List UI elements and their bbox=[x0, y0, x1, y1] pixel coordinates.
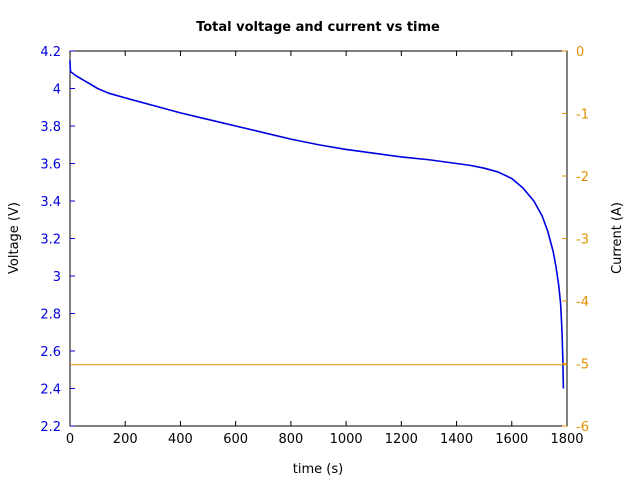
y-tick-label-right: -3 bbox=[576, 233, 589, 248]
y-tick-label-left: 4.2 bbox=[40, 45, 61, 60]
x-tick-label: 0 bbox=[66, 432, 74, 447]
x-tick-label: 600 bbox=[223, 432, 248, 447]
y-tick-label-left: 2.4 bbox=[40, 383, 61, 398]
x-tick-label: 1400 bbox=[440, 432, 473, 447]
y-tick-label-right: -6 bbox=[576, 420, 589, 435]
y-tick-label-left: 2.6 bbox=[40, 345, 61, 360]
y-axis-label-left: Voltage (V) bbox=[7, 202, 22, 274]
y-tick-label-left: 3.8 bbox=[40, 120, 61, 135]
x-tick-label: 1600 bbox=[495, 432, 528, 447]
y-tick-label-left: 3.2 bbox=[40, 233, 61, 248]
plot-frame bbox=[69, 50, 568, 427]
y-tick-label-left: 2.2 bbox=[40, 420, 61, 435]
y-tick-label-right: -1 bbox=[576, 108, 589, 123]
x-tick-label: 1000 bbox=[330, 432, 363, 447]
x-tick-label: 800 bbox=[278, 432, 303, 447]
y-tick-label-left: 3 bbox=[53, 270, 61, 285]
tick-layer: 0 200 400 600 800 1000 1200 1400 1600 1800 2.2 2.4 2… bbox=[40, 45, 589, 447]
y-tick-label-left: 2.8 bbox=[40, 308, 61, 323]
y-tick-label-right: -4 bbox=[576, 295, 589, 310]
y-tick-label-left: 3.4 bbox=[40, 195, 61, 210]
x-tick-label: 1800 bbox=[550, 432, 583, 447]
chart-title: Total voltage and current vs time bbox=[196, 20, 440, 35]
y-tick-label-right: -2 bbox=[576, 170, 589, 185]
y-tick-label-left: 4 bbox=[53, 83, 61, 98]
y-tick-label-right: 0 bbox=[576, 45, 584, 60]
voltage-series-line bbox=[69, 60, 565, 389]
series-layer bbox=[69, 60, 567, 389]
y-tick-label-right: -5 bbox=[576, 358, 589, 373]
x-tick-label: 1200 bbox=[385, 432, 418, 447]
x-axis-label: time (s) bbox=[293, 462, 343, 477]
y-tick-label-left: 3.6 bbox=[40, 158, 61, 173]
y-axis-label-right: Current (A) bbox=[610, 202, 625, 274]
x-tick-label: 200 bbox=[113, 432, 138, 447]
x-tick-label: 400 bbox=[168, 432, 193, 447]
